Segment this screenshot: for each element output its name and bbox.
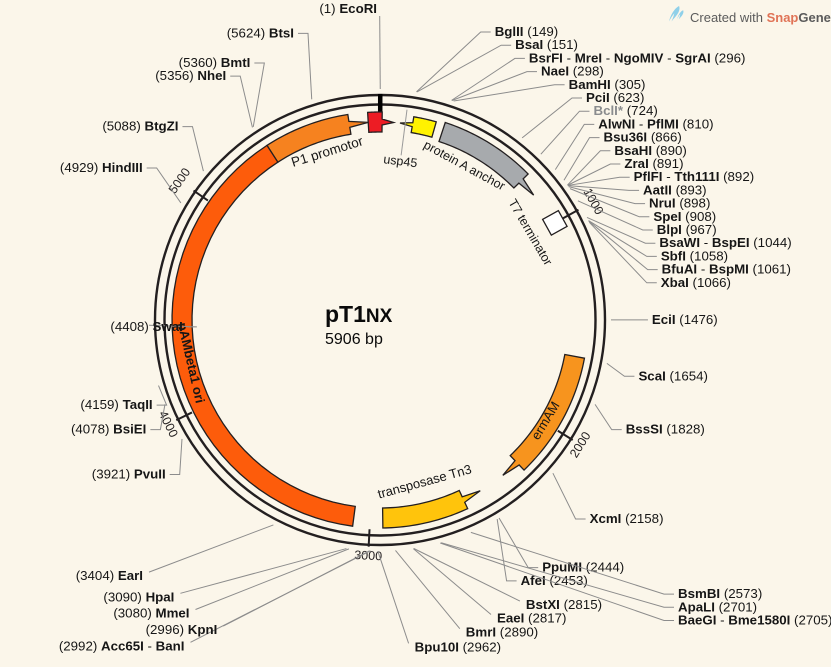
svg-text:(3404) EarI: (3404) EarI: [76, 568, 143, 583]
svg-text:(1) EcoRI: (1) EcoRI: [319, 1, 377, 16]
svg-text:(4078) BsiEI: (4078) BsiEI: [71, 422, 146, 437]
svg-text:(5624) BtsI: (5624) BtsI: [227, 25, 294, 40]
svg-text:(5088) BtgZI: (5088) BtgZI: [102, 119, 178, 134]
svg-text:EaeI (2817): EaeI (2817): [497, 611, 567, 626]
svg-text:5906 bp: 5906 bp: [325, 331, 383, 348]
svg-text:Bpu10I (2962): Bpu10I (2962): [415, 639, 501, 654]
svg-text:BaeGI - Bme1580I (2705): BaeGI - Bme1580I (2705): [678, 612, 831, 627]
svg-text:(4159) TaqII: (4159) TaqII: [80, 397, 152, 412]
svg-text:(2992) Acc65I - BanI: (2992) Acc65I - BanI: [59, 638, 185, 653]
svg-text:EciI (1476): EciI (1476): [652, 312, 718, 327]
svg-text:BmrI (2890): BmrI (2890): [466, 625, 538, 640]
svg-text:XbaI (1066): XbaI (1066): [661, 275, 731, 290]
svg-text:Created with SnapGene™: Created with SnapGene™: [690, 10, 831, 25]
svg-text:(2996) KpnI: (2996) KpnI: [146, 622, 218, 637]
svg-text:(3080) MmeI: (3080) MmeI: [113, 606, 189, 621]
svg-text:(3921) PvuII: (3921) PvuII: [92, 466, 166, 481]
svg-text:3000: 3000: [354, 548, 383, 563]
svg-text:(3090) HpaI: (3090) HpaI: [103, 589, 174, 604]
svg-text:ScaI (1654): ScaI (1654): [638, 368, 708, 383]
svg-text:(5356) NheI: (5356) NheI: [155, 68, 226, 83]
svg-text:XcmI (2158): XcmI (2158): [590, 511, 664, 526]
svg-text:(4408) SwaI: (4408) SwaI: [110, 319, 182, 334]
svg-text:BssSI (1828): BssSI (1828): [626, 422, 705, 437]
svg-text:(4929) HindIII: (4929) HindIII: [60, 160, 143, 175]
